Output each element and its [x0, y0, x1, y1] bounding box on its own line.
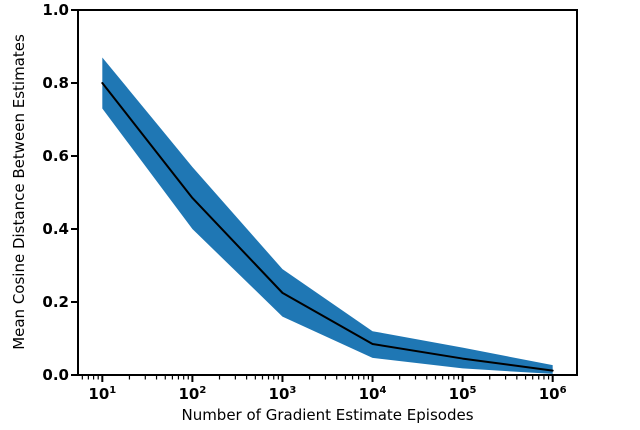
- x-axis-label: Number of Gradient Estimate Episodes: [181, 406, 474, 424]
- y-tick-label: 0.8: [42, 74, 69, 92]
- y-tick-label: 0.6: [42, 147, 69, 165]
- confidence-band: [102, 57, 553, 374]
- y-tick-label: 1.0: [42, 1, 69, 19]
- plot-border: [77, 9, 578, 376]
- y-tick-label: 0.4: [42, 220, 69, 238]
- mean-line: [101, 82, 554, 372]
- x-tick-label: 102: [178, 385, 207, 403]
- x-tick-label: 104: [358, 385, 387, 403]
- x-tick-label: 105: [448, 385, 477, 403]
- x-tick-label: 103: [268, 385, 297, 403]
- y-tick-label: 0.0: [42, 366, 69, 384]
- x-tick-label: 101: [88, 385, 117, 403]
- y-tick-label: 0.2: [42, 293, 69, 311]
- x-tick-label: 106: [538, 385, 567, 403]
